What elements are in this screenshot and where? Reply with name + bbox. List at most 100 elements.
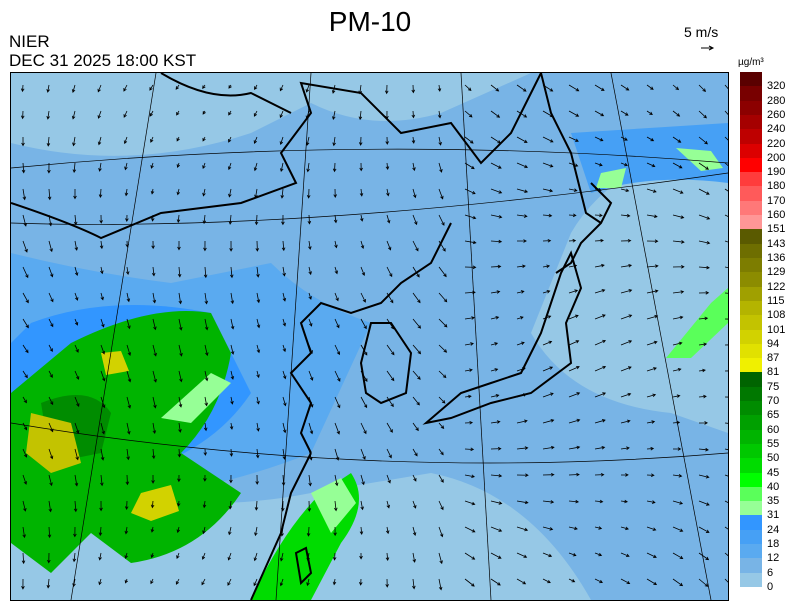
wind-arrow [360, 318, 367, 330]
wind-arrow [464, 474, 475, 479]
wind-arrow [279, 84, 284, 92]
wind-arrow [594, 578, 603, 584]
wind-arrow [438, 578, 443, 591]
wind-arrow [724, 474, 728, 477]
legend-swatch [740, 72, 762, 87]
wind-arrow [282, 344, 287, 353]
wind-arrow [542, 290, 551, 294]
wind-arrow [724, 266, 728, 269]
legend-swatch [740, 386, 762, 402]
wind-arrow [438, 422, 445, 430]
legend-label: 0 [767, 581, 774, 593]
wind-arrow [464, 420, 474, 425]
legend-swatch [740, 372, 762, 388]
wind-arrow [253, 552, 258, 562]
wind-arrow [178, 396, 183, 408]
wind-arrow [358, 84, 362, 95]
wind-arrow [542, 366, 554, 372]
wind-arrow [46, 578, 51, 589]
wind-arrow [620, 526, 629, 531]
wind-arrow [126, 344, 132, 356]
wind-arrow [412, 526, 417, 536]
wind-arrow [490, 526, 503, 532]
wind-arrow [73, 500, 78, 513]
wind-arrow [177, 474, 181, 483]
wind-arrow [20, 84, 25, 93]
wind-arrow [646, 162, 656, 168]
wind-arrow [384, 84, 389, 95]
wind-arrow [490, 110, 501, 118]
wind-arrow [490, 188, 503, 194]
wind-arrow [464, 162, 475, 170]
wind-arrow [204, 318, 209, 331]
wind-arrow [124, 188, 129, 197]
wind-arrow [646, 264, 659, 268]
wind-arrow [281, 474, 286, 486]
wind-arrow [437, 84, 442, 92]
wind-arrow [698, 421, 708, 425]
legend-swatch [740, 129, 762, 145]
wind-arrow [308, 422, 314, 435]
wind-arrow [334, 292, 339, 302]
legend-label: 101 [767, 323, 786, 336]
wind-arrow [279, 578, 284, 587]
wind-arrow [542, 264, 551, 269]
wind-arrow [620, 110, 629, 116]
wind-arrow [358, 578, 363, 586]
wind-arrow [672, 420, 681, 425]
wind-arrow [152, 318, 157, 331]
wind-arrow [412, 318, 422, 329]
wind-arrow [698, 265, 710, 270]
wind-arrow [334, 500, 338, 512]
wind-arrow [48, 344, 53, 353]
wind-arrow [126, 422, 131, 435]
legend-swatch [740, 572, 762, 588]
wind-arrow [204, 292, 209, 305]
wind-arrow [620, 446, 630, 450]
wind-arrow [568, 213, 577, 218]
wind-arrow [124, 578, 129, 584]
wind-arrow [516, 214, 528, 218]
wind-arrow [385, 162, 390, 171]
wind-arrow [568, 162, 579, 167]
wind-arrow [385, 552, 390, 562]
coastlines-borders [11, 73, 613, 600]
wind-arrow [568, 314, 579, 320]
wind-arrow [698, 188, 710, 195]
legend-swatch [740, 100, 762, 116]
legend-swatch [740, 329, 762, 345]
wind-arrow [594, 552, 603, 557]
wind-arrow [672, 500, 684, 505]
wind-arrow [175, 84, 180, 90]
wind-arrow [175, 578, 180, 585]
wind-arrow [568, 238, 577, 243]
legend-label: 200 [767, 151, 786, 164]
wind-arrow [438, 214, 445, 226]
wind-arrow [620, 84, 630, 91]
wind-arrow [306, 162, 310, 173]
agency-datetime: NIER DEC 31 2025 18:00 KST [9, 32, 196, 70]
wind-arrow [228, 110, 232, 116]
legend-label: 55 [767, 437, 780, 450]
wind-arrow [229, 422, 234, 430]
wind-arrow [698, 578, 709, 587]
wind-vectors [20, 84, 728, 591]
wind-arrow [620, 552, 630, 558]
wind-arrow [125, 240, 130, 248]
wind-arrow [125, 266, 130, 276]
wind-arrow [360, 344, 368, 356]
wind-arrow [48, 448, 54, 460]
wind-arrow [620, 188, 630, 193]
wind-arrow [594, 499, 604, 504]
wind-arrow [464, 84, 472, 92]
wind-arrow [334, 344, 341, 356]
wind-arrow [646, 446, 655, 451]
wind-arrow [358, 110, 363, 121]
legend-label: 75 [767, 380, 780, 393]
wind-arrow [48, 422, 54, 433]
wind-arrow [490, 136, 502, 144]
wind-arrow [646, 473, 655, 478]
wind-arrow [411, 110, 416, 119]
wind-arrow [594, 110, 605, 117]
legend-label: 108 [767, 309, 786, 322]
